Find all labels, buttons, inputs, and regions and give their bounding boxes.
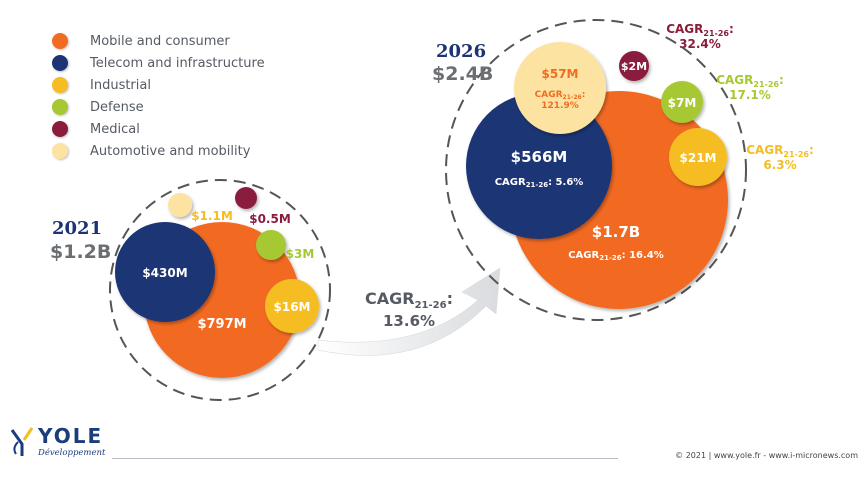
legend-item-defense: Defense [52,96,265,118]
bubble-2021-telecom-and-infrastructure [115,222,215,322]
value-label-2021-defense: $3M [286,247,315,261]
legend-swatch [52,55,68,71]
legend-label: Telecom and infrastructure [90,55,265,71]
bubble-2026-medical [619,51,649,81]
cagr-label-2026-mobile-and-consumer: CAGR21-26: 16.4% [568,250,664,262]
legend-swatch [52,33,68,49]
legend-item-medical: Medical [52,118,265,140]
footer-copyright: © 2021 | www.yole.fr - www.i-micronews.c… [675,451,858,460]
cagr-label-2026-defense: CAGR21-26: 17.1% [716,73,784,102]
value-label-2026-automotive-and-mobility: $57M [542,67,579,81]
value-label-2026-industrial: $21M [680,151,717,165]
bubble-2021-medical [235,187,257,209]
legend-label: Defense [90,99,144,115]
cagr-label-2026-telecom-and-infrastructure: CAGR21-26: 5.6% [495,177,584,189]
total-2026-label: $2.4B [432,63,493,85]
footer-divider [112,458,618,459]
bubble-2026-defense [661,81,703,123]
year-2021-label: 2021 [52,218,102,239]
year-2026-label: 2026 [436,41,486,62]
bubble-2026-industrial [669,128,727,186]
bubble-2021-defense [256,230,286,260]
bubble-2026-automotive-and-mobility [514,42,606,134]
total-2021-label: $1.2B [50,241,111,263]
cagr-label-2026-industrial: CAGR21-26: 6.3% [746,143,814,172]
value-label-2021-industrial: $16M [274,300,311,314]
growth-arrow [317,267,501,356]
value-label-2026-mobile-and-consumer: $1.7B [592,223,640,241]
legend-swatch [52,77,68,93]
value-label-2026-telecom-and-infrastructure: $566M [511,148,568,166]
yole-logo-icon [10,427,34,456]
legend-item-automotive-and-mobility: Automotive and mobility [52,140,265,162]
outline-2021 [109,179,331,401]
legend-label: Automotive and mobility [90,143,251,159]
outline-2026 [445,19,747,321]
legend: Mobile and consumer Telecom and infrastru… [52,30,265,162]
legend-label: Industrial [90,77,151,93]
value-label-2021-medical: $0.5M [249,212,291,226]
legend-item-telecom-and-infrastructure: Telecom and infrastructure [52,52,265,74]
legend-item-industrial: Industrial [52,74,265,96]
cagr-label-2026-medical: CAGR21-26: 32.4% [666,22,734,51]
value-label-2021-mobile-and-consumer: $797M [197,317,246,332]
value-label-2026-defense: $7M [668,96,697,110]
legend-swatch [52,121,68,137]
brand-name: YOLE [38,424,104,448]
value-label-2021-automotive-and-mobility: $1.1M [191,209,233,223]
cagr-label-2026-automotive-and-mobility: CAGR21-26: 121.9% [535,90,586,111]
bubble-2021-industrial [265,279,319,333]
value-label-2026-medical: $2M [621,60,647,73]
bubble-2021-automotive-and-mobility [168,193,192,217]
legend-swatch [52,99,68,115]
legend-swatch [52,143,68,159]
legend-label: Mobile and consumer [90,33,230,49]
legend-label: Medical [90,121,140,137]
brand-subtitle: Développement [38,448,106,458]
value-label-2021-telecom-and-infrastructure: $430M [142,266,187,280]
legend-item-mobile-and-consumer: Mobile and consumer [52,30,265,52]
overall-cagr-label: CAGR21-26: [365,289,453,311]
overall-cagr-value: 13.6% [383,312,435,330]
